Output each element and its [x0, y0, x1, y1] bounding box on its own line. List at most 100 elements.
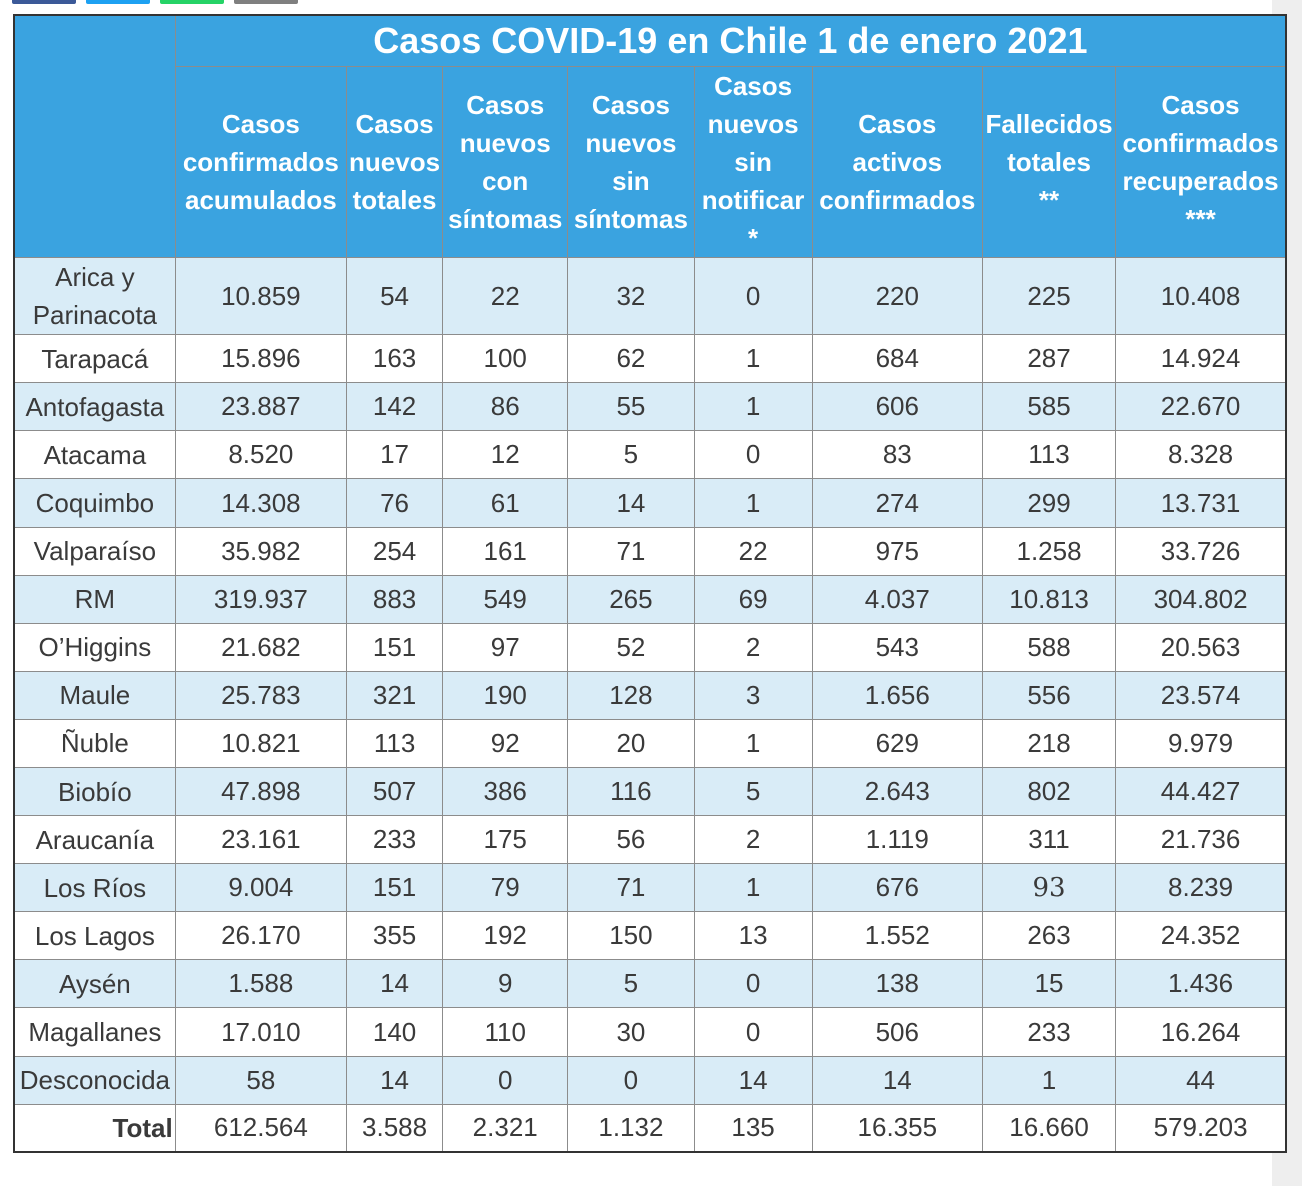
value-cell: 58 [174, 1055, 347, 1105]
table-row: Maule 25.783 321 190 128 3 1.656 556 23.574 [13, 670, 1287, 720]
value-cell: 507 [345, 767, 444, 817]
region-name: Araucanía [35, 824, 155, 855]
value-cell: 26.170 [174, 911, 347, 961]
value-cell: 100 [442, 334, 569, 384]
region-name: Tarapacá [41, 343, 149, 374]
value-cell: 13 [693, 911, 813, 961]
value-cell: 14 [345, 959, 444, 1009]
value-cell: 1.436 [1115, 959, 1287, 1009]
value-cell: 9.979 [1115, 718, 1287, 769]
column-header-line: Casos [355, 109, 434, 139]
value-cell: 684 [811, 334, 983, 384]
value-cell: 33.726 [1115, 526, 1287, 576]
value-cell: 22 [442, 256, 569, 336]
region-name: Valparaíso [33, 536, 157, 567]
value-cell: 1 [693, 863, 813, 913]
whatsapp-share-button[interactable] [160, 0, 224, 4]
region-cell: Desconocida [13, 1055, 176, 1105]
value-cell: 110 [442, 1007, 569, 1057]
table-row: Magallanes 17.010 140 110 30 0 506 233 16.264 [13, 1007, 1287, 1057]
value-cell: 56 [567, 815, 695, 865]
value-cell: 5 [567, 430, 695, 480]
value-cell: 192 [442, 911, 569, 961]
column-header-line: totales [352, 185, 437, 215]
column-header-line: ** [1038, 185, 1060, 215]
value-cell: 14 [567, 478, 695, 528]
value-cell: 8.520 [174, 430, 347, 480]
value-cell: 13.731 [1115, 478, 1287, 528]
value-cell: 23.887 [174, 382, 347, 432]
table-row: Biobío 47.898 507 386 116 5 2.643 802 44.427 [13, 767, 1287, 817]
region-name: Magallanes [28, 1017, 162, 1048]
value-cell: 1.552 [811, 911, 983, 961]
value-cell: 113 [981, 430, 1117, 480]
total-row: Total 612.564 3.588 2.321 1.132 135 16.355 16.6… [13, 1103, 1287, 1153]
region-name: Desconocida [19, 1065, 171, 1096]
column-header-line: nuevos [707, 109, 799, 139]
value-cell: 0 [567, 1055, 695, 1105]
value-cell: 23.574 [1115, 670, 1287, 720]
total-value-cell: 16.660 [981, 1103, 1117, 1153]
table-row: Ñuble 10.821 113 92 20 1 629 218 9.979 [13, 718, 1287, 769]
region-name: Parinacota [32, 300, 158, 331]
value-cell: 3 [693, 670, 813, 720]
value-cell: 14 [693, 1055, 813, 1105]
value-cell: 97 [442, 622, 569, 672]
value-cell: 0 [442, 1055, 569, 1105]
column-header-line: confirmados [819, 185, 976, 215]
email-share-button[interactable] [234, 0, 298, 4]
facebook-share-button[interactable] [12, 0, 76, 4]
value-cell: 52 [567, 622, 695, 672]
value-cell: 299 [981, 478, 1117, 528]
region-cell: O’Higgins [13, 622, 176, 672]
column-header-line: nuevos [349, 147, 441, 177]
value-cell: 15.896 [174, 334, 347, 384]
region-name: Antofagasta [25, 391, 165, 422]
total-label: Total [13, 1103, 176, 1153]
value-cell: 86 [442, 382, 569, 432]
value-cell: 585 [981, 382, 1117, 432]
column-header-line: acumulados [185, 185, 337, 215]
value-cell: 76 [345, 478, 444, 528]
value-cell: 71 [567, 863, 695, 913]
value-cell: 35.982 [174, 526, 347, 576]
region-cell: Tarapacá [13, 334, 176, 384]
region-cell: Aysén [13, 959, 176, 1009]
column-header-line: nuevos [459, 128, 551, 158]
region-cell: Atacama [13, 430, 176, 480]
twitter-share-button[interactable] [86, 0, 150, 4]
value-cell: 128 [567, 670, 695, 720]
value-cell: 163 [345, 334, 444, 384]
table-row: Coquimbo 14.308 76 61 14 1 274 299 13.731 [13, 478, 1287, 528]
value-cell: 220 [811, 256, 983, 336]
column-header-line: totales [1007, 147, 1091, 177]
value-cell: 1 [693, 718, 813, 769]
total-value-cell: 2.321 [442, 1103, 569, 1153]
region-name: Ñuble [60, 728, 129, 759]
value-cell: 355 [345, 911, 444, 961]
region-name: O’Higgins [38, 632, 152, 663]
column-header-line: síntomas [573, 204, 688, 234]
value-cell: 311 [981, 815, 1117, 865]
value-cell: 14.308 [174, 478, 347, 528]
value-cell: 1 [981, 1055, 1117, 1105]
region-name: Los Ríos [43, 872, 147, 903]
column-header: Casos confirmados recuperados *** [1115, 66, 1287, 258]
value-cell: 265 [567, 574, 695, 624]
column-header-line: Casos [858, 109, 937, 139]
value-cell: 1.119 [811, 815, 983, 865]
value-cell: 1.258 [981, 526, 1117, 576]
value-cell: 140 [345, 1007, 444, 1057]
value-cell: 161 [442, 526, 569, 576]
region-name: Arica y [55, 262, 135, 293]
value-cell: 175 [442, 815, 569, 865]
value-cell: 263 [981, 911, 1117, 961]
value-cell: 9.004 [174, 863, 347, 913]
value-cell: 151 [345, 863, 444, 913]
table-row: Desconocida 58 14 0 0 14 14 1 44 [13, 1055, 1287, 1105]
column-header-line: sin [612, 166, 650, 196]
value-cell: 304.802 [1115, 574, 1287, 624]
region-cell: Maule [13, 670, 176, 720]
column-header-line: notificar [701, 185, 805, 215]
table-row: Aysén 1.588 14 9 5 0 138 15 1.436 [13, 959, 1287, 1009]
